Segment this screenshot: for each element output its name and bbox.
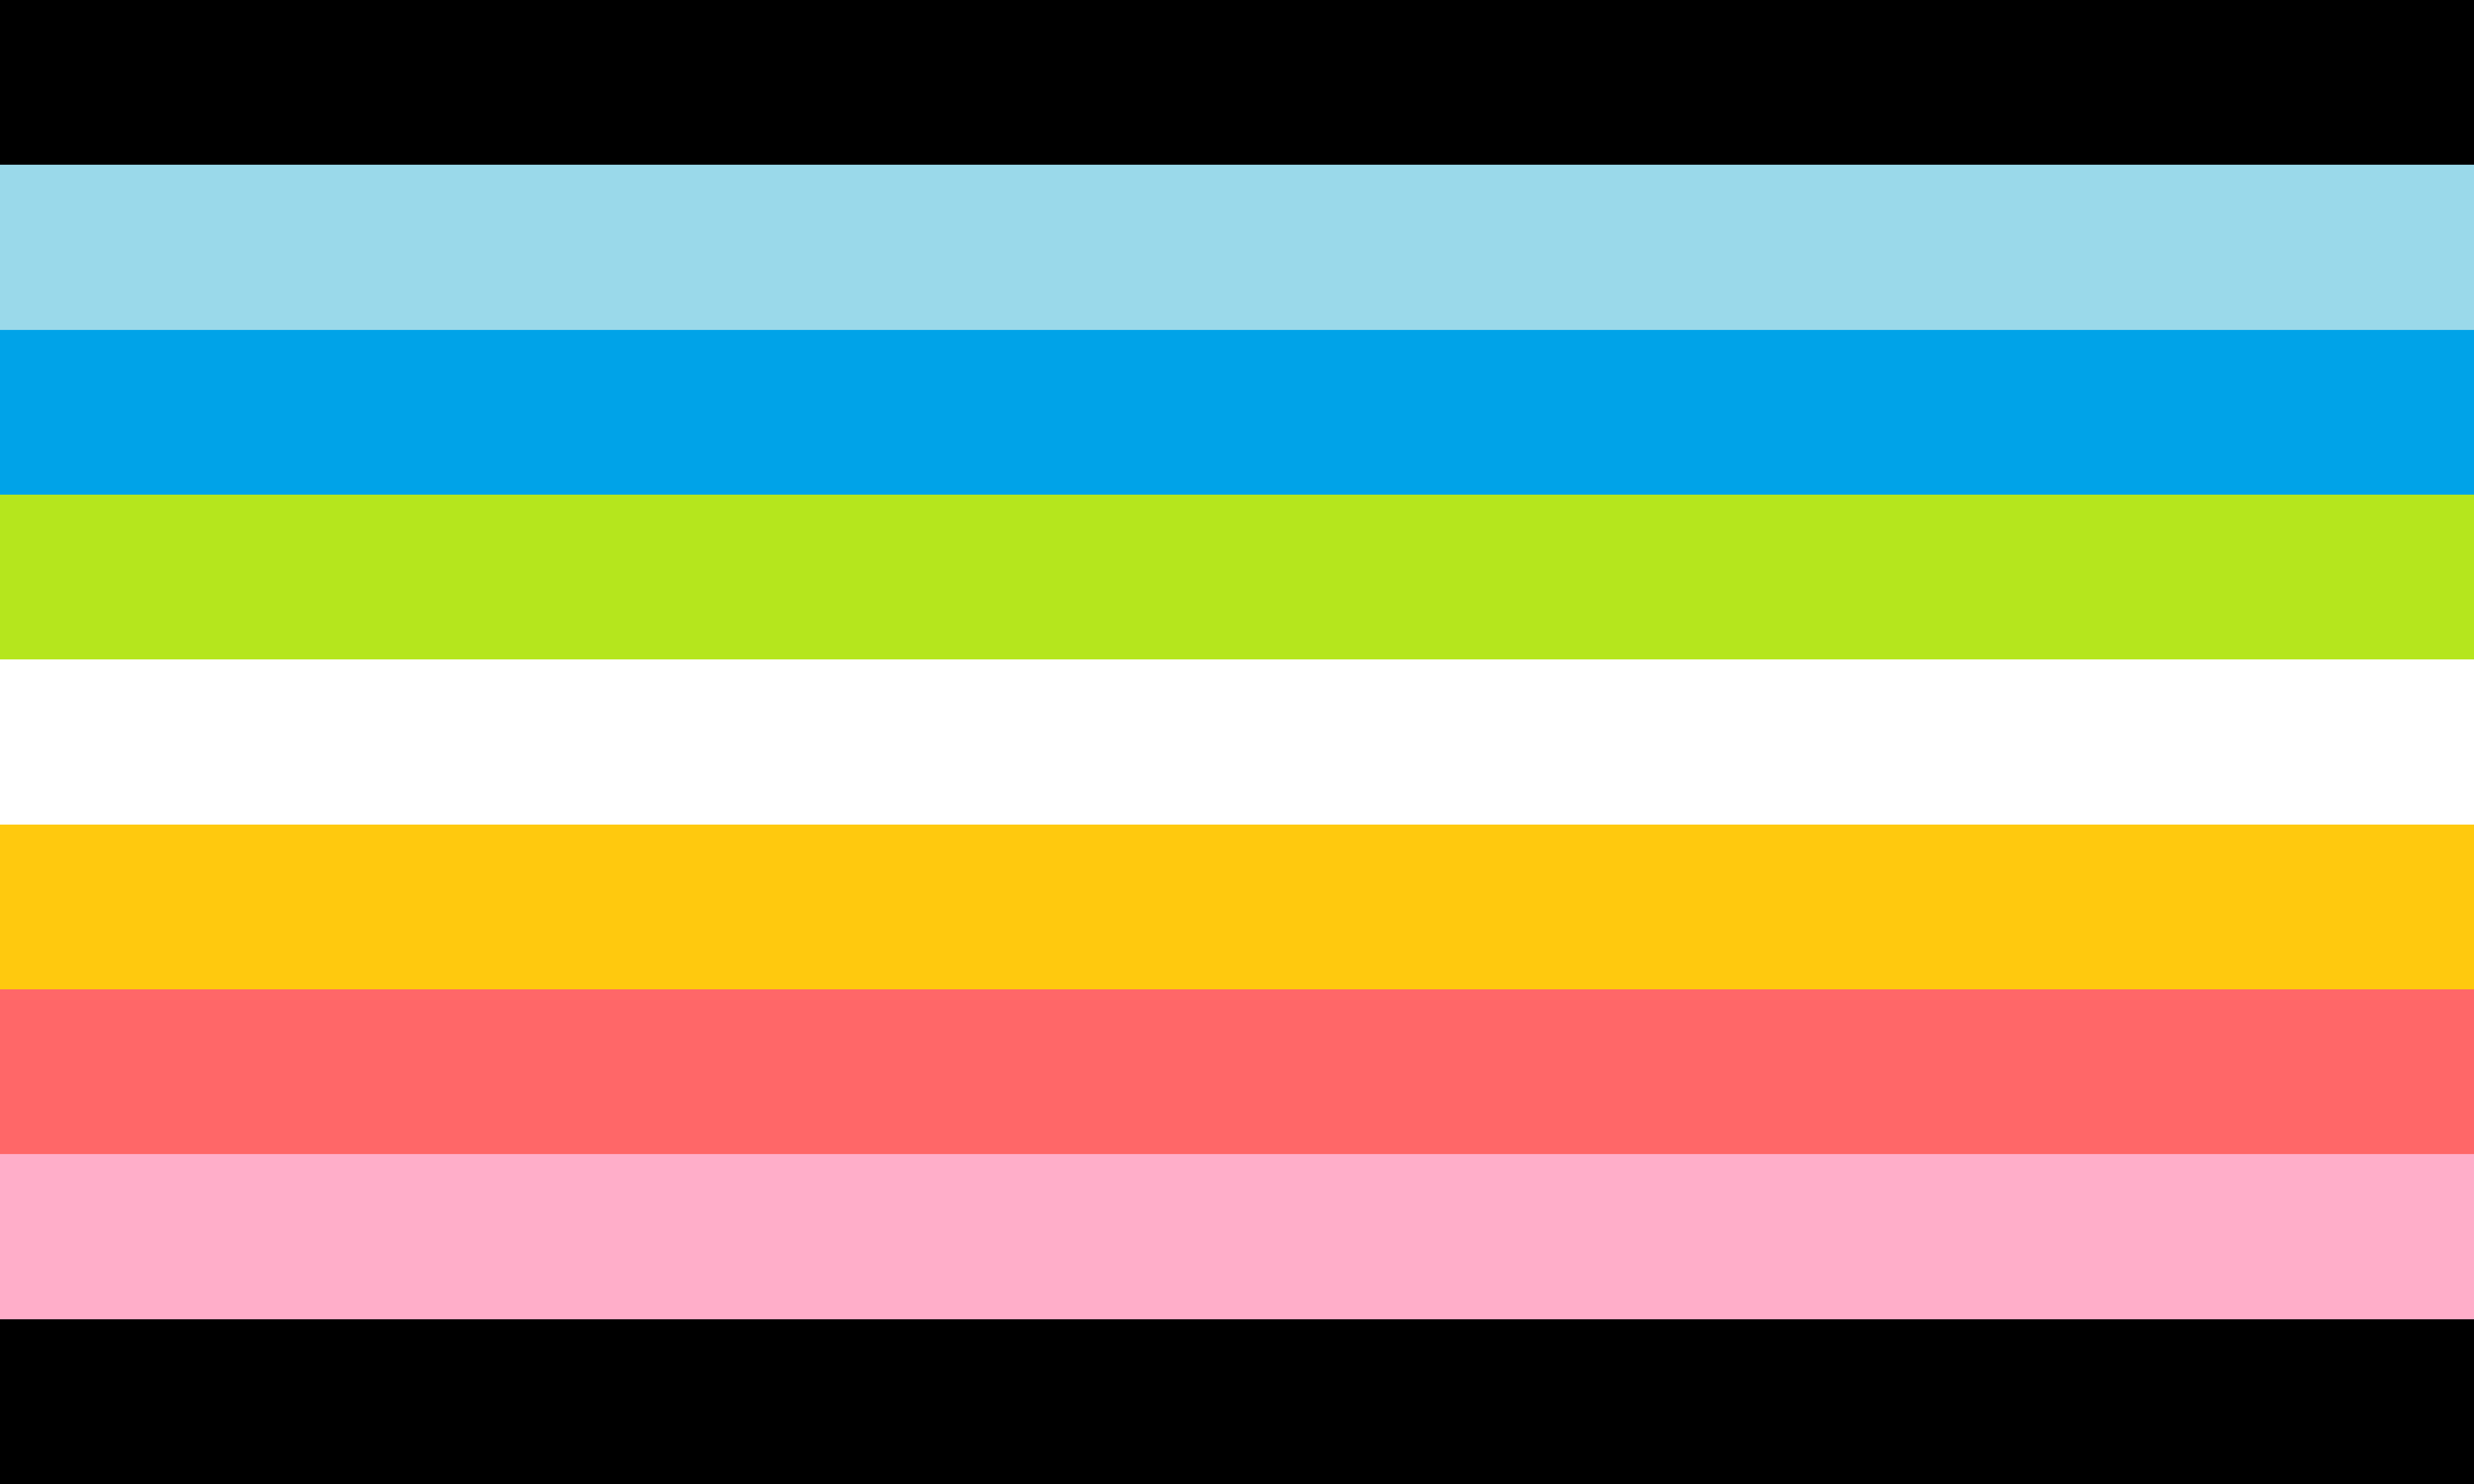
flag-stripe-2 bbox=[0, 165, 2474, 330]
flag-stripe-9 bbox=[0, 1319, 2474, 1484]
flag-stripe-1 bbox=[0, 0, 2474, 165]
flag-stripe-3 bbox=[0, 329, 2474, 495]
flag-stripe-6 bbox=[0, 824, 2474, 989]
flag-stripe-8 bbox=[0, 1154, 2474, 1319]
flag-stripe-5 bbox=[0, 659, 2474, 825]
flag-stripe-7 bbox=[0, 989, 2474, 1155]
flag-stripe-4 bbox=[0, 494, 2474, 660]
